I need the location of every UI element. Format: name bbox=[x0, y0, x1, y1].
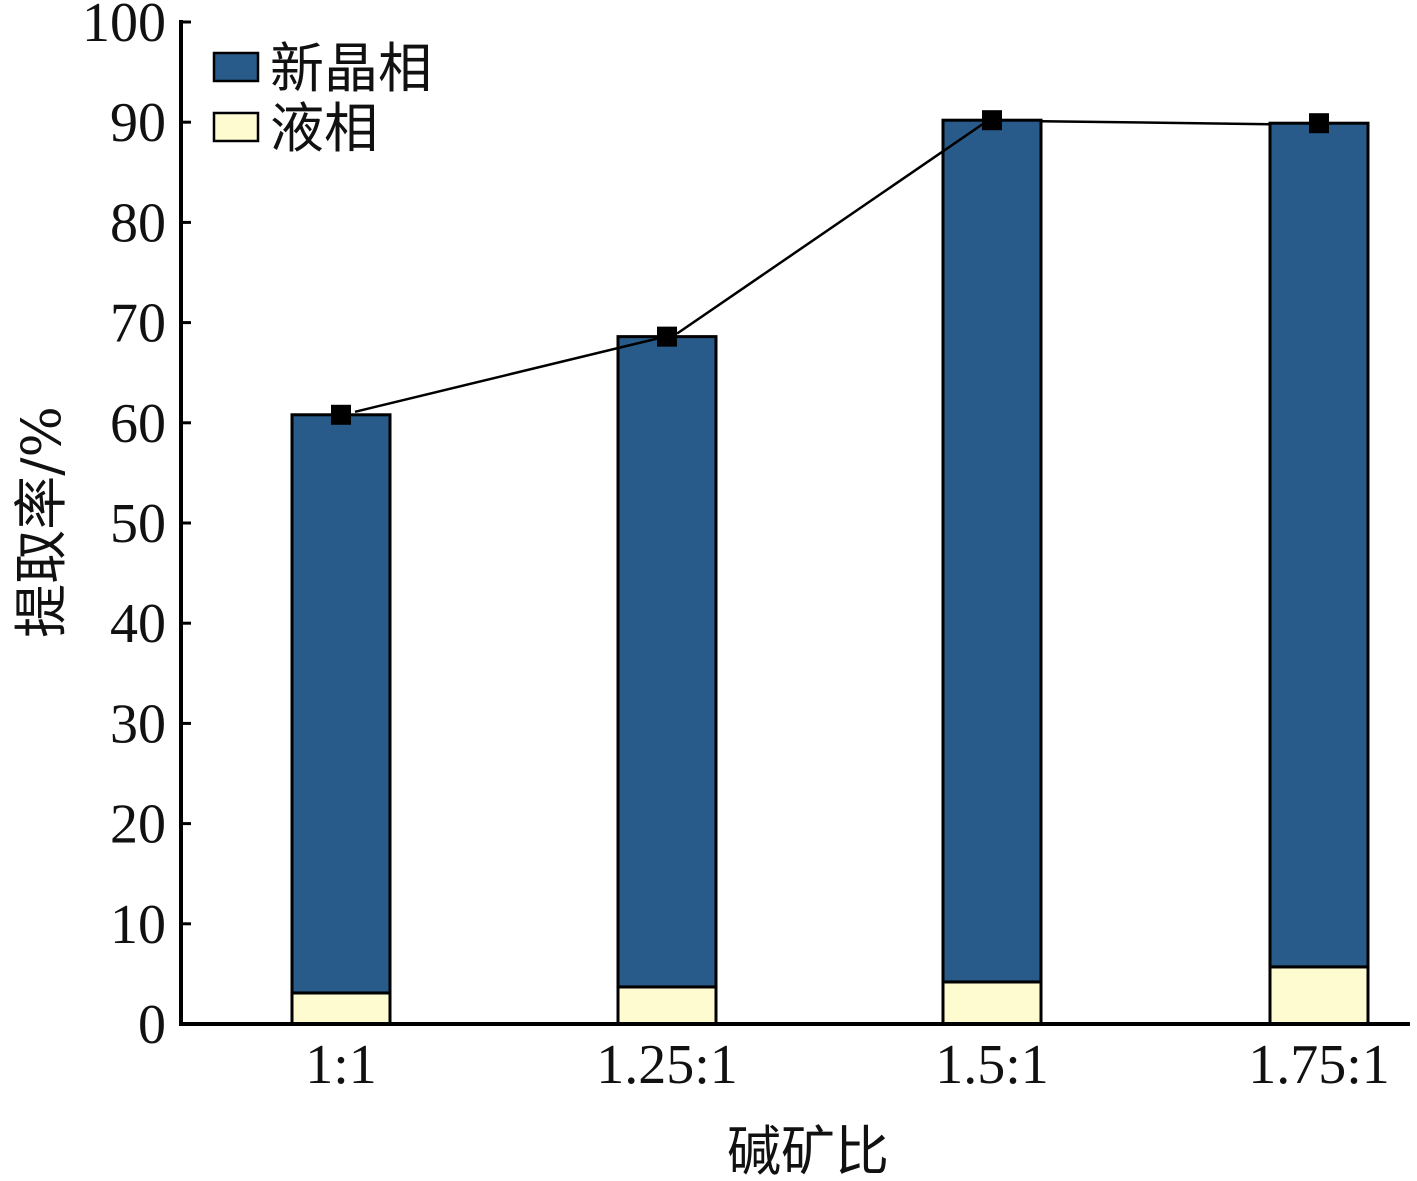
bar-segment bbox=[941, 118, 1043, 984]
total-marker bbox=[657, 326, 677, 347]
bar-segment bbox=[941, 980, 1043, 1026]
y-tick-label: 70 bbox=[110, 293, 166, 355]
total-line-group bbox=[331, 110, 1329, 425]
x-axis-title: 碱矿比 bbox=[727, 1120, 889, 1181]
x-tick-label: 1.25:1 bbox=[596, 1034, 738, 1096]
total-line-segment bbox=[354, 337, 658, 413]
legend-label: 新晶相 bbox=[270, 37, 432, 100]
y-tick-label: 10 bbox=[110, 894, 166, 956]
total-marker bbox=[331, 404, 351, 425]
total-line-segment bbox=[1040, 119, 1271, 126]
bar-segment bbox=[290, 413, 392, 995]
bar-segment bbox=[1268, 965, 1370, 1026]
legend-label: 液相 bbox=[270, 97, 378, 160]
y-tick-label: 50 bbox=[110, 493, 166, 555]
total-marker bbox=[1309, 113, 1329, 134]
y-ticks-group: 0 10 20 30 40 50 60 70 80 90 100 bbox=[82, 0, 191, 1056]
y-tick-label: 90 bbox=[110, 92, 166, 154]
bars-group bbox=[290, 118, 1370, 1026]
bar-segment bbox=[1268, 121, 1370, 969]
y-tick-label: 40 bbox=[110, 593, 166, 655]
y-tick-label: 60 bbox=[110, 393, 166, 455]
bar-segment bbox=[616, 985, 718, 1026]
bar-segment bbox=[616, 335, 718, 989]
y-axis-title: 提取率/% bbox=[10, 406, 73, 638]
y-tick-label: 20 bbox=[110, 794, 166, 856]
y-tick-label: 0 bbox=[138, 994, 166, 1056]
total-line-segment bbox=[676, 122, 985, 335]
x-tick-label: 1.75:1 bbox=[1248, 1034, 1390, 1096]
y-tick-label: 100 bbox=[82, 0, 166, 54]
x-ticks-group: 1:1 1.25:1 1.5:1 1.75:1 bbox=[305, 1034, 1390, 1096]
bar-segment bbox=[290, 991, 392, 1026]
y-tick-label: 30 bbox=[110, 693, 166, 755]
y-tick-label: 80 bbox=[110, 192, 166, 254]
total-marker bbox=[982, 110, 1002, 131]
x-tick-label: 1:1 bbox=[305, 1034, 377, 1096]
legend-swatch bbox=[212, 111, 260, 143]
legend-swatch bbox=[212, 51, 260, 83]
x-tick-label: 1.5:1 bbox=[935, 1034, 1049, 1096]
